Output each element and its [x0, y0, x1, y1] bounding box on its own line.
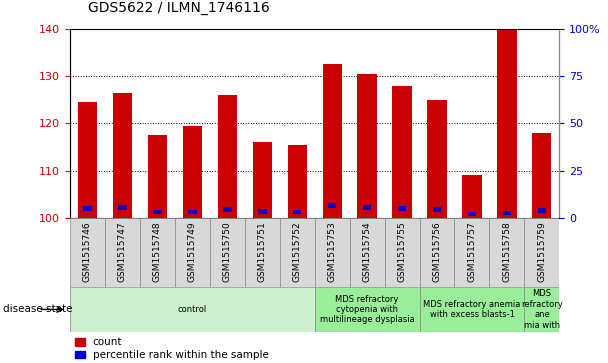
Bar [524, 218, 559, 287]
Bar [78, 102, 97, 218]
Text: MDS refractory
cytopenia with
multilineage dysplasia: MDS refractory cytopenia with multilinea… [320, 294, 415, 325]
Bar [153, 210, 162, 215]
Bar [182, 126, 202, 218]
Bar [315, 218, 350, 287]
Text: GSM1515752: GSM1515752 [292, 221, 302, 282]
Bar [252, 142, 272, 218]
Bar [350, 218, 384, 287]
Text: GSM1515759: GSM1515759 [537, 221, 547, 282]
Text: MDS refractory anemia
with excess blasts-1: MDS refractory anemia with excess blasts… [423, 300, 520, 319]
Bar [280, 218, 315, 287]
Bar [105, 218, 140, 287]
Bar [358, 74, 377, 218]
Text: GDS5622 / ILMN_1746116: GDS5622 / ILMN_1746116 [88, 0, 270, 15]
Bar [398, 206, 406, 211]
Bar [140, 218, 175, 287]
Bar [427, 100, 447, 218]
Bar [322, 65, 342, 218]
Text: GSM1515750: GSM1515750 [223, 221, 232, 282]
Bar [175, 218, 210, 287]
Bar [188, 210, 196, 215]
Bar [433, 207, 441, 212]
Bar [503, 211, 511, 216]
Bar [70, 287, 315, 332]
Text: disease state: disease state [3, 305, 72, 314]
Bar [454, 218, 489, 287]
Bar [420, 218, 454, 287]
Text: GSM1515747: GSM1515747 [118, 221, 127, 282]
Bar [288, 145, 307, 218]
Bar [218, 95, 237, 218]
Bar [532, 133, 551, 218]
Text: GSM1515746: GSM1515746 [83, 221, 92, 282]
Bar [148, 135, 167, 218]
Text: GSM1515758: GSM1515758 [502, 221, 511, 282]
Bar [363, 205, 371, 210]
Legend: count, percentile rank within the sample: count, percentile rank within the sample [75, 337, 269, 360]
Text: GSM1515756: GSM1515756 [432, 221, 441, 282]
Text: GSM1515751: GSM1515751 [258, 221, 267, 282]
Text: GSM1515757: GSM1515757 [468, 221, 477, 282]
Bar [328, 203, 336, 208]
Text: GSM1515754: GSM1515754 [362, 221, 371, 282]
Bar [524, 287, 559, 332]
Bar [468, 212, 476, 216]
Bar [489, 218, 525, 287]
Bar [537, 208, 546, 213]
Bar [244, 218, 280, 287]
Bar [385, 218, 420, 287]
Text: control: control [178, 305, 207, 314]
Bar [210, 218, 244, 287]
Bar [293, 210, 302, 215]
Bar [462, 175, 482, 218]
Bar [392, 86, 412, 218]
Bar [70, 218, 105, 287]
Text: GSM1515753: GSM1515753 [328, 221, 337, 282]
Bar [112, 93, 132, 218]
Bar [315, 287, 420, 332]
Bar [118, 205, 126, 210]
Bar [497, 29, 517, 218]
Text: MDS
refractory
ane
mia with: MDS refractory ane mia with [521, 289, 563, 330]
Bar [223, 207, 232, 212]
Bar [420, 287, 524, 332]
Text: GSM1515749: GSM1515749 [188, 221, 197, 282]
Text: GSM1515748: GSM1515748 [153, 221, 162, 282]
Bar [258, 209, 266, 213]
Text: GSM1515755: GSM1515755 [398, 221, 407, 282]
Bar [83, 206, 92, 211]
